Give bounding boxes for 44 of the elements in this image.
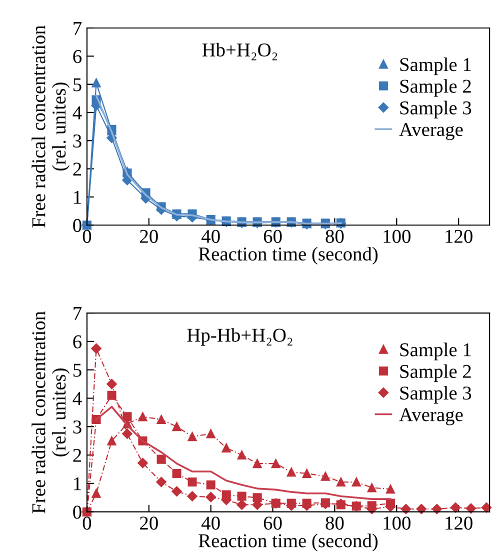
y-tick-label: 4 bbox=[72, 392, 82, 405]
x-tick-label: 100 bbox=[384, 516, 410, 530]
x-tick-label: 40 bbox=[202, 230, 220, 243]
y-axis-title: Free radical concentration (rel. unites) bbox=[32, 311, 70, 514]
annotation: Hb+H₂O₂ bbox=[202, 42, 278, 60]
x-tick-label: 120 bbox=[446, 230, 472, 243]
y-tick-label: 0 bbox=[73, 506, 82, 519]
y-tick-label: 5 bbox=[74, 78, 82, 92]
legend-label: Sample 1 bbox=[400, 58, 471, 76]
legend-label: Sample 1 bbox=[400, 342, 471, 360]
x-axis-title: Reaction time (second) bbox=[198, 534, 378, 552]
x-tick-label: 120 bbox=[446, 516, 472, 530]
y-tick-label: 3 bbox=[73, 420, 82, 434]
x-tick-label: 80 bbox=[326, 230, 344, 243]
y-tick-label: 3 bbox=[73, 134, 82, 148]
annotation: Hp-Hb+H₂O₂ bbox=[187, 328, 292, 346]
x-tick-label: 60 bbox=[264, 230, 282, 243]
y-tick-label: 2 bbox=[73, 162, 82, 176]
y-tick-label: 2 bbox=[73, 448, 82, 462]
legend-label: Average bbox=[399, 408, 463, 426]
x-tick-label: 0 bbox=[82, 516, 92, 530]
x-tick-label: 80 bbox=[326, 516, 344, 530]
legend-label: Average bbox=[399, 123, 463, 140]
legend-label: Sample 2 bbox=[400, 79, 471, 97]
legend-label: Sample 3 bbox=[400, 386, 472, 404]
y-tick-label: 7 bbox=[74, 307, 82, 320]
x-tick-label: 20 bbox=[140, 516, 158, 530]
y-tick-label: 6 bbox=[73, 50, 82, 64]
y-tick-label: 0 bbox=[73, 218, 82, 232]
legend-label: Sample 3 bbox=[400, 100, 472, 118]
x-tick-label: 40 bbox=[202, 516, 220, 530]
x-tick-label: 60 bbox=[264, 516, 282, 530]
y-tick-label: 6 bbox=[73, 335, 82, 348]
y-tick-label: 4 bbox=[72, 106, 82, 120]
y-axis-title: Free radical concentration (rel. unites) bbox=[32, 25, 70, 228]
x-tick-label: 20 bbox=[140, 230, 158, 243]
y-tick-label: 5 bbox=[74, 364, 82, 377]
y-tick-label: 1 bbox=[74, 477, 81, 490]
y-tick-label: 1 bbox=[74, 190, 81, 204]
x-axis-title: Reaction time (second) bbox=[198, 246, 378, 265]
y-tick-label: 7 bbox=[74, 22, 82, 35]
x-tick-label: 100 bbox=[384, 230, 410, 243]
legend-label: Sample 2 bbox=[400, 364, 471, 382]
x-tick-label: 0 bbox=[82, 230, 92, 243]
